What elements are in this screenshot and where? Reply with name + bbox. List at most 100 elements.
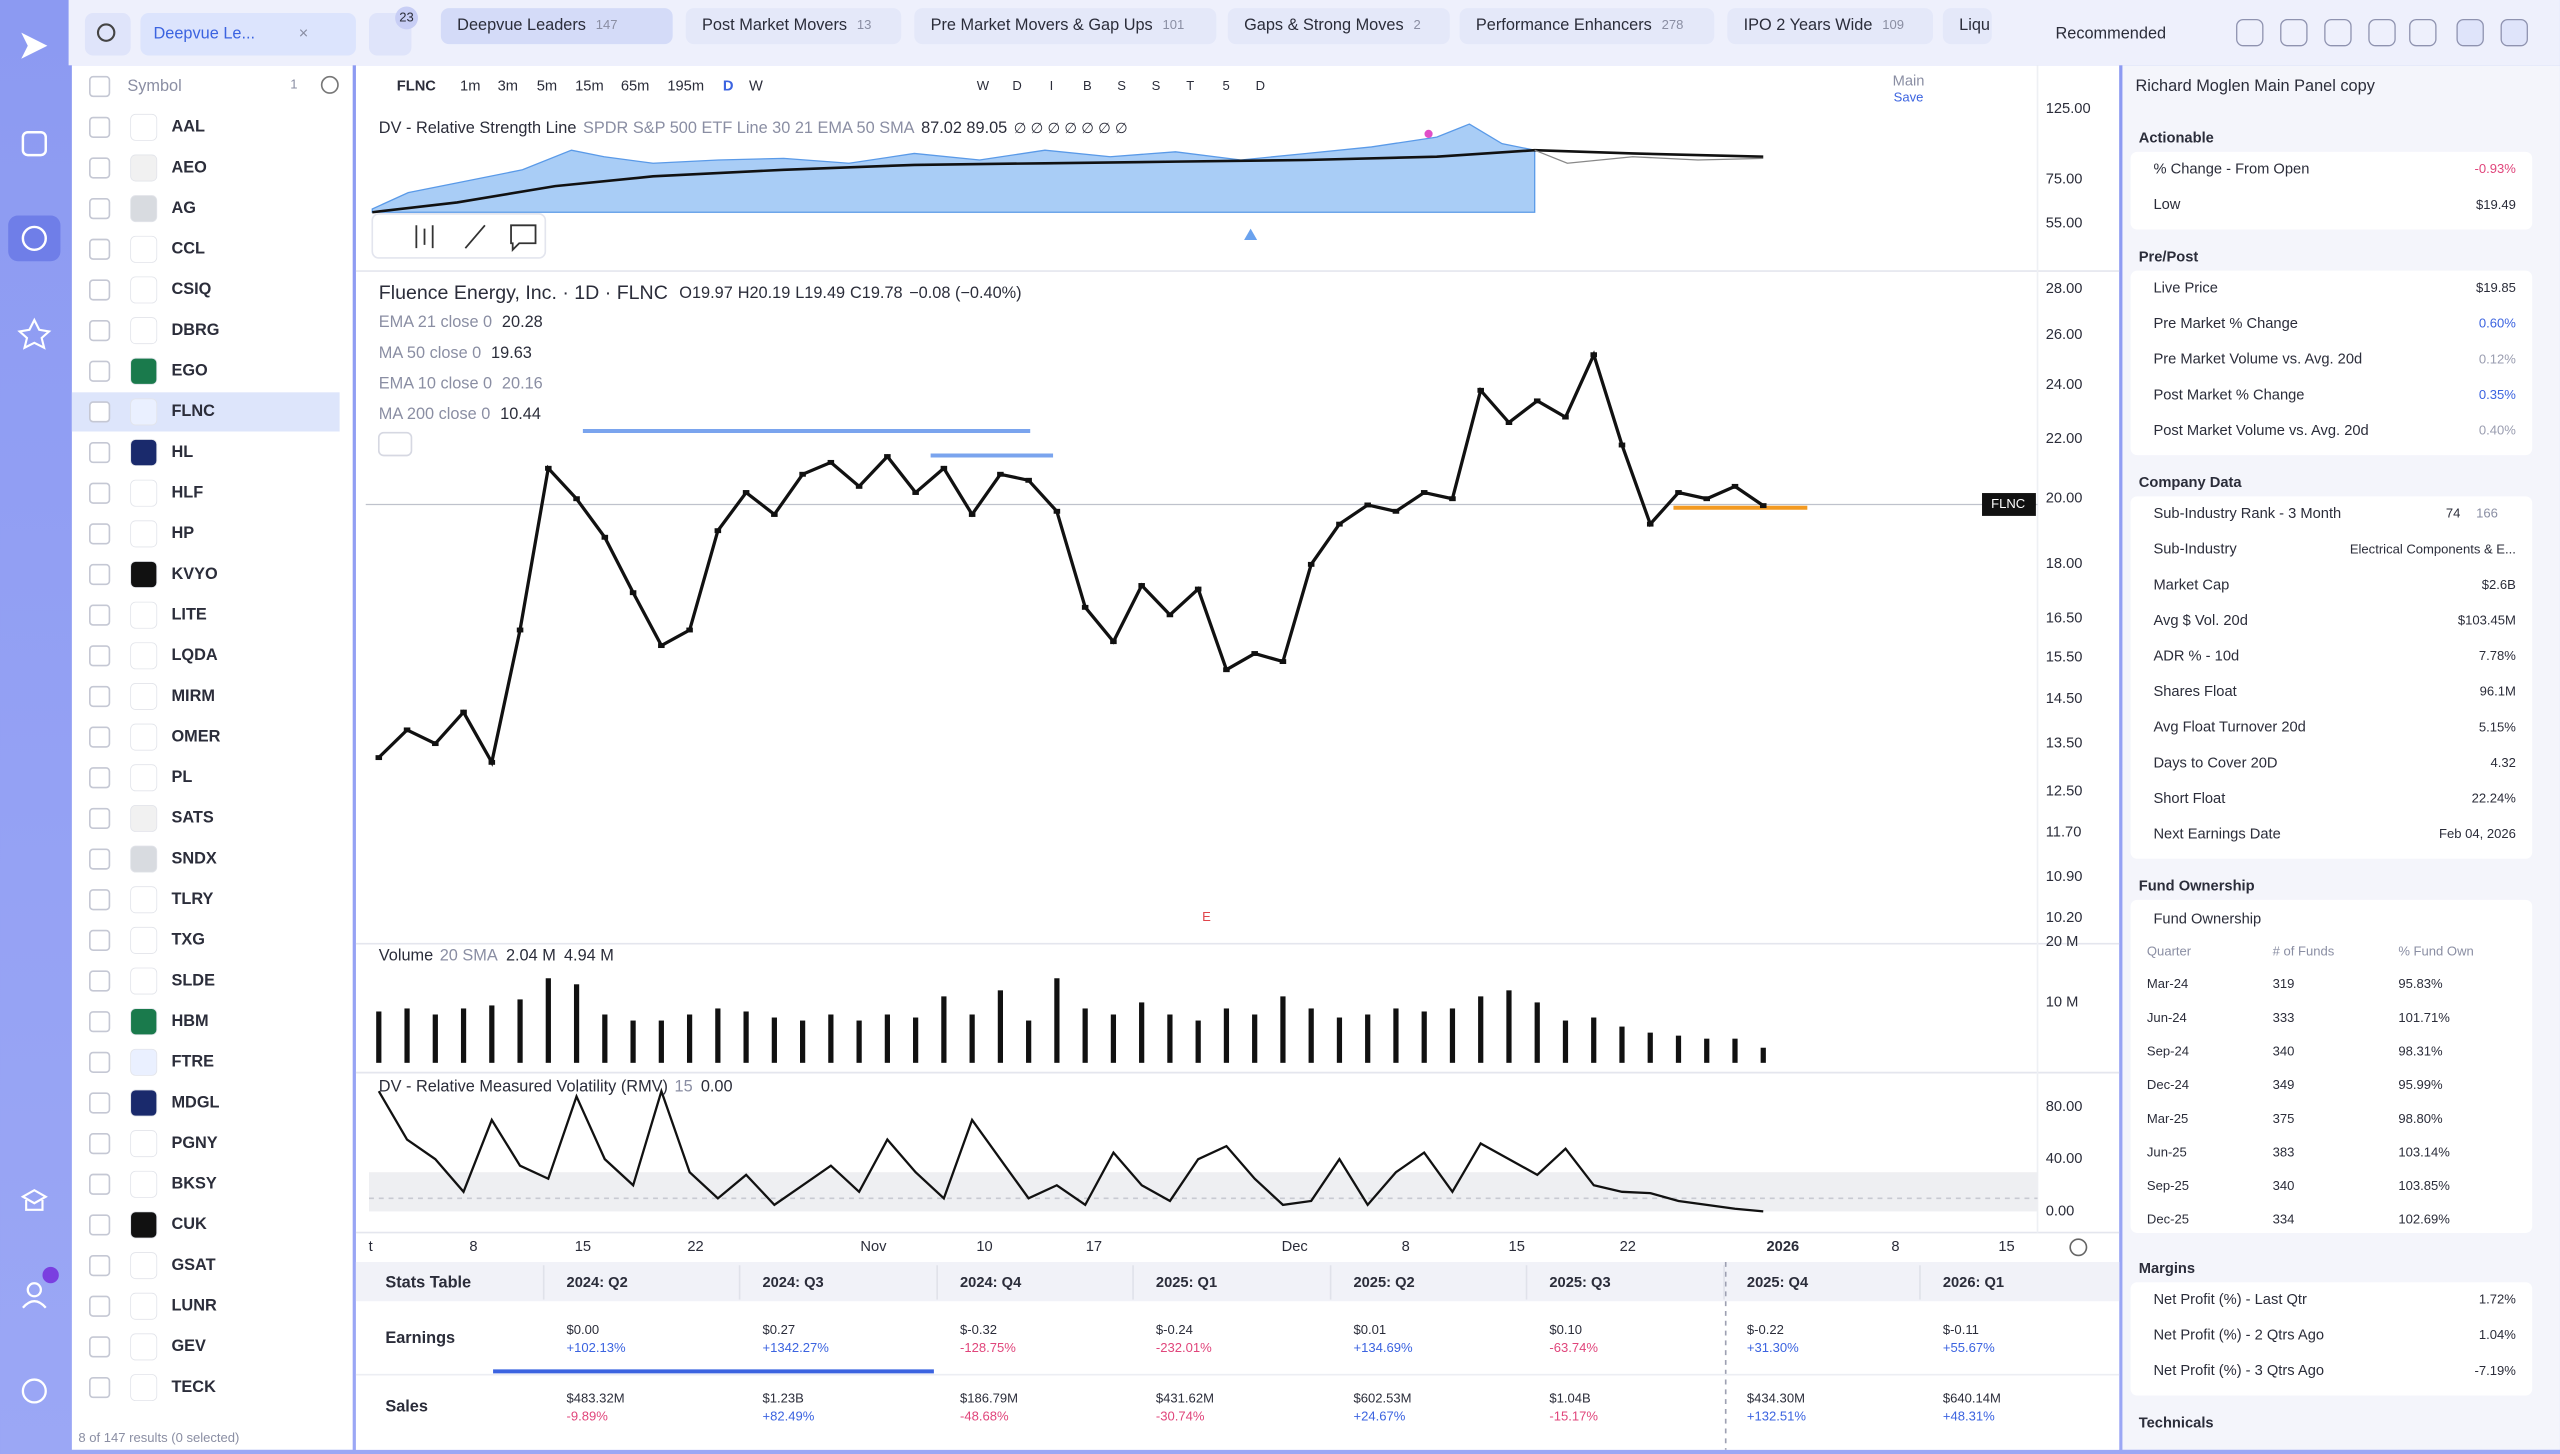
tab-name[interactable]: Gaps & Strong Moves: [1244, 16, 1404, 34]
tab-name[interactable]: Deepvue Leaders: [457, 16, 586, 34]
checkbox[interactable]: [89, 116, 111, 138]
checkbox[interactable]: [89, 604, 111, 626]
checkbox[interactable]: [89, 848, 111, 870]
checkbox[interactable]: [89, 970, 111, 992]
toolbar-icon[interactable]: [2368, 18, 2396, 47]
checkbox[interactable]: [89, 157, 111, 179]
tab-bg[interactable]: [1459, 8, 1715, 45]
symbol[interactable]: HBM: [171, 1012, 208, 1030]
symbol[interactable]: CSIQ: [171, 280, 211, 298]
logo[interactable]: [21, 32, 48, 59]
symbol[interactable]: HP: [171, 524, 194, 542]
toolbar-icon[interactable]: [2236, 18, 2264, 47]
symbol[interactable]: LQDA: [171, 646, 217, 664]
tool-button[interactable]: S: [1117, 78, 1126, 93]
toolbar-icon[interactable]: [2456, 18, 2484, 47]
symbol[interactable]: FTRE: [171, 1053, 214, 1071]
symbol[interactable]: CUK: [171, 1215, 207, 1233]
layout-name[interactable]: Main: [1893, 74, 1925, 90]
symbol[interactable]: EGO: [171, 362, 207, 380]
checkbox[interactable]: [89, 929, 111, 951]
tab[interactable]: Performance Enhancers 278: [1476, 16, 1683, 34]
symbol[interactable]: GSAT: [171, 1256, 215, 1274]
checkbox[interactable]: [89, 238, 111, 260]
checkbox[interactable]: [89, 726, 111, 748]
symbol[interactable]: TECK: [171, 1378, 216, 1396]
toolbar-icon[interactable]: [2409, 18, 2437, 47]
drawing-tools[interactable]: [415, 224, 537, 252]
toolbar-icon[interactable]: [2324, 18, 2352, 47]
tool-button[interactable]: D: [1012, 78, 1021, 93]
interval[interactable]: 15m: [575, 78, 604, 94]
checkbox[interactable]: [89, 1295, 111, 1317]
tab[interactable]: Deepvue Leaders 147: [457, 16, 617, 34]
checkbox[interactable]: [89, 1051, 111, 1073]
tab-name[interactable]: Post Market Movers: [702, 16, 847, 34]
tab[interactable]: IPO 2 Years Wide 109: [1744, 16, 1904, 34]
nav-icon[interactable]: [26, 1282, 42, 1298]
axis-settings[interactable]: [2069, 1238, 2088, 1257]
tab-name[interactable]: Performance Enhancers: [1476, 16, 1652, 34]
symbol[interactable]: GEV: [171, 1337, 206, 1355]
tab-name[interactable]: IPO 2 Years Wide: [1744, 16, 1873, 34]
tab[interactable]: Gaps & Strong Moves 2: [1244, 16, 1421, 34]
symbol[interactable]: DBRG: [171, 321, 219, 339]
checkbox[interactable]: [89, 360, 111, 382]
checkbox[interactable]: [89, 1214, 111, 1236]
search-button[interactable]: [84, 13, 131, 56]
checkbox[interactable]: [89, 1254, 111, 1277]
settings-icon[interactable]: [320, 75, 339, 94]
tool-button[interactable]: S: [1152, 78, 1161, 93]
sort-select[interactable]: Recommended: [2055, 25, 2166, 43]
checkbox[interactable]: [89, 1376, 111, 1399]
checkbox[interactable]: [89, 441, 111, 464]
checkbox[interactable]: [89, 198, 111, 220]
symbol[interactable]: HL: [171, 443, 193, 461]
tab-name[interactable]: Pre Market Movers & Gap Ups: [931, 16, 1153, 34]
checkbox[interactable]: [89, 1133, 111, 1155]
help-icon[interactable]: [21, 1378, 47, 1404]
checkbox[interactable]: [89, 685, 111, 708]
interval[interactable]: D: [723, 78, 734, 94]
symbol[interactable]: LITE: [171, 605, 206, 623]
checkbox[interactable]: [89, 645, 111, 667]
tab[interactable]: Pre Market Movers & Gap Ups 101: [931, 16, 1185, 34]
watchlist-select[interactable]: [140, 13, 356, 56]
symbol[interactable]: MDGL: [171, 1093, 219, 1111]
nav-icon[interactable]: [21, 131, 47, 157]
tool-button[interactable]: I: [1050, 78, 1054, 93]
checkbox[interactable]: [89, 889, 111, 911]
nav-icon[interactable]: [17, 317, 52, 350]
tool-button[interactable]: 5: [1222, 78, 1229, 93]
symbol[interactable]: AG: [171, 199, 195, 217]
checkbox[interactable]: [89, 319, 111, 342]
checkbox[interactable]: [89, 279, 111, 301]
panel-title[interactable]: Richard Moglen Main Panel copy: [2135, 77, 2375, 95]
tool-button[interactable]: D: [1256, 78, 1265, 93]
nav-icon[interactable]: [20, 1188, 48, 1211]
symbol[interactable]: CCL: [171, 240, 205, 258]
symbol[interactable]: LUNR: [171, 1297, 217, 1315]
interval[interactable]: 65m: [621, 78, 650, 94]
symbol[interactable]: SLDE: [171, 971, 215, 989]
checkbox[interactable]: [89, 401, 111, 423]
tab-bg[interactable]: [440, 8, 673, 45]
tab-bg[interactable]: [1727, 8, 1934, 45]
symbol[interactable]: TXG: [171, 931, 205, 949]
symbol[interactable]: AAL: [171, 118, 205, 136]
symbol[interactable]: SNDX: [171, 849, 216, 867]
checkbox[interactable]: [89, 767, 111, 789]
interval[interactable]: 5m: [537, 78, 557, 94]
symbol[interactable]: BKSY: [171, 1175, 216, 1193]
symbol[interactable]: AEO: [171, 158, 206, 176]
checkbox[interactable]: [89, 807, 111, 830]
tab-name[interactable]: Liqu: [1959, 16, 1990, 34]
nav-icon[interactable]: [21, 225, 47, 252]
interval[interactable]: 195m: [667, 78, 704, 94]
checkbox[interactable]: [89, 563, 111, 586]
symbol[interactable]: HLF: [171, 484, 203, 502]
tool-button[interactable]: W: [977, 78, 990, 93]
tab-bg[interactable]: [1227, 8, 1450, 45]
symbol[interactable]: PGNY: [171, 1134, 217, 1152]
symbol[interactable]: TLRY: [171, 890, 213, 908]
